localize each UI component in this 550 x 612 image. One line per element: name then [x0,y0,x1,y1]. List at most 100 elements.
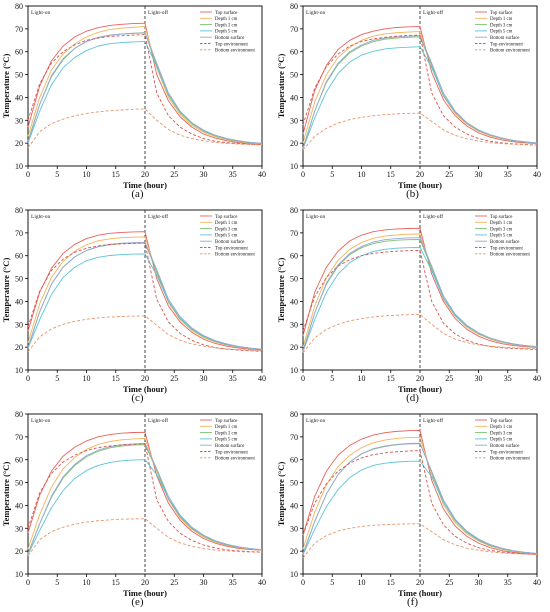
light-off-annotation: Light-off [423,417,443,424]
y-axis-label: Temperature (°C) [276,258,286,323]
x-axis-label: Time (hour) [398,384,442,394]
series-line-top-environment [302,34,538,146]
y-axis-label: Temperature (°C) [1,54,11,119]
x-tick-label: 35 [504,374,512,383]
x-axis-label: Time (hour) [398,588,442,598]
y-tick-label: 20 [15,547,23,556]
x-tick-label: 15 [387,170,395,179]
x-tick-label: 10 [83,170,91,179]
y-tick-label: 30 [15,116,23,125]
y-tick-label: 70 [15,25,23,34]
x-tick-label: 0 [301,170,305,179]
legend-label: Top surface [490,215,512,220]
legend-label: Depth 1 cm [490,17,513,22]
y-tick-label: 80 [15,410,23,419]
y-tick-label: 50 [290,479,298,488]
y-tick-label: 70 [290,25,298,34]
series-line-depth-1-cm [302,436,538,555]
panel-caption: (a) [131,188,144,200]
y-tick-label: 30 [290,320,298,329]
legend-label: Bottom surface [215,36,244,41]
series-line-bottom-environment [27,315,263,352]
x-tick-label: 10 [358,374,366,383]
legend-label: Depth 3 cm [490,23,513,28]
x-tick-label: 5 [330,170,334,179]
light-off-annotation: Light-off [148,417,168,424]
x-tick-label: 25 [170,374,178,383]
x-tick-label: 20 [141,170,149,179]
light-on-annotation: Light-on [306,214,325,220]
series-line-bottom-surface [27,242,263,350]
y-tick-label: 70 [15,433,23,442]
x-axis-label: Time (hour) [123,384,167,394]
x-tick-label: 30 [200,578,208,587]
legend-label: Top environment [490,246,524,251]
chart-panel: 0 5 10 15 20 25 30 35 40 10 20 30 40 50 60 70 80 Time (ho… [275,204,550,408]
legend-label: Bottom surface [490,444,519,449]
series-line-bottom-environment [302,112,538,151]
light-on-annotation: Light-on [306,418,325,424]
series-line-bottom-surface [302,443,538,555]
legend-label: Depth 5 cm [490,30,513,35]
y-tick-label: 80 [290,2,298,11]
y-tick-label: 50 [290,275,298,284]
series-line-top-environment [27,34,263,146]
light-off-annotation: Light-off [148,213,168,220]
legend-label: Top environment [490,450,524,455]
panel-caption: (e) [131,596,144,608]
y-tick-label: 40 [290,297,298,306]
y-tick-label: 70 [290,433,298,442]
series-line-depth-1-cm [302,31,538,144]
y-tick-label: 70 [15,229,23,238]
y-tick-label: 20 [290,139,298,148]
series-line-top-surface [27,431,263,551]
x-tick-label: 15 [112,374,120,383]
x-tick-label: 35 [504,578,512,587]
x-tick-label: 20 [416,170,424,179]
light-on-annotation: Light-on [31,10,50,16]
x-tick-label: 35 [229,374,237,383]
legend-label: Depth 1 cm [490,221,513,226]
x-tick-label: 5 [55,578,59,587]
y-tick-label: 10 [290,570,298,579]
x-axis-label: Time (hour) [123,180,167,190]
x-tick-label: 25 [170,578,178,587]
x-tick-label: 15 [387,374,395,383]
x-tick-label: 20 [416,374,424,383]
x-tick-label: 40 [258,578,266,587]
y-tick-label: 20 [290,547,298,556]
line-chart: 0 5 10 15 20 25 30 35 40 10 20 30 40 50 60 70 80 Time (ho… [276,410,541,598]
legend-label: Top surface [215,419,237,424]
x-tick-label: 10 [83,374,91,383]
x-tick-label: 35 [229,170,237,179]
light-off-annotation: Light-off [423,213,443,220]
x-tick-label: 30 [200,170,208,179]
chart-panel: 0 5 10 15 20 25 30 35 40 10 20 30 40 50 60 70 80 Time (ho… [0,408,275,612]
legend-label: Top environment [215,450,249,455]
x-tick-label: 25 [445,578,453,587]
legend-label: Top environment [215,42,249,47]
chart-panel: 0 5 10 15 20 25 30 35 40 10 20 30 40 50 60 70 80 Time (ho… [275,408,550,612]
x-tick-label: 30 [475,170,483,179]
y-tick-label: 50 [15,71,23,80]
x-tick-label: 35 [504,170,512,179]
y-tick-label: 60 [290,252,298,261]
x-tick-label: 40 [258,374,266,383]
x-axis-label: Time (hour) [123,588,167,598]
light-on-annotation: Light-on [306,10,325,16]
y-tick-label: 50 [15,479,23,488]
y-tick-label: 30 [290,524,298,533]
legend-label: Top environment [490,42,524,47]
y-tick-label: 20 [15,343,23,352]
legend-label: Bottom surface [490,36,519,41]
x-axis-label: Time (hour) [398,180,442,190]
y-axis-label: Temperature (°C) [276,462,286,527]
series-line-bottom-environment [302,523,538,559]
y-tick-label: 20 [15,139,23,148]
x-tick-label: 10 [358,578,366,587]
legend-label: Depth 3 cm [490,431,513,436]
chart-panel: 0 5 10 15 20 25 30 35 40 10 20 30 40 50 60 70 80 Time (ho… [0,0,275,204]
y-tick-label: 40 [15,501,23,510]
x-tick-label: 40 [533,374,541,383]
light-off-annotation: Light-off [423,9,443,16]
